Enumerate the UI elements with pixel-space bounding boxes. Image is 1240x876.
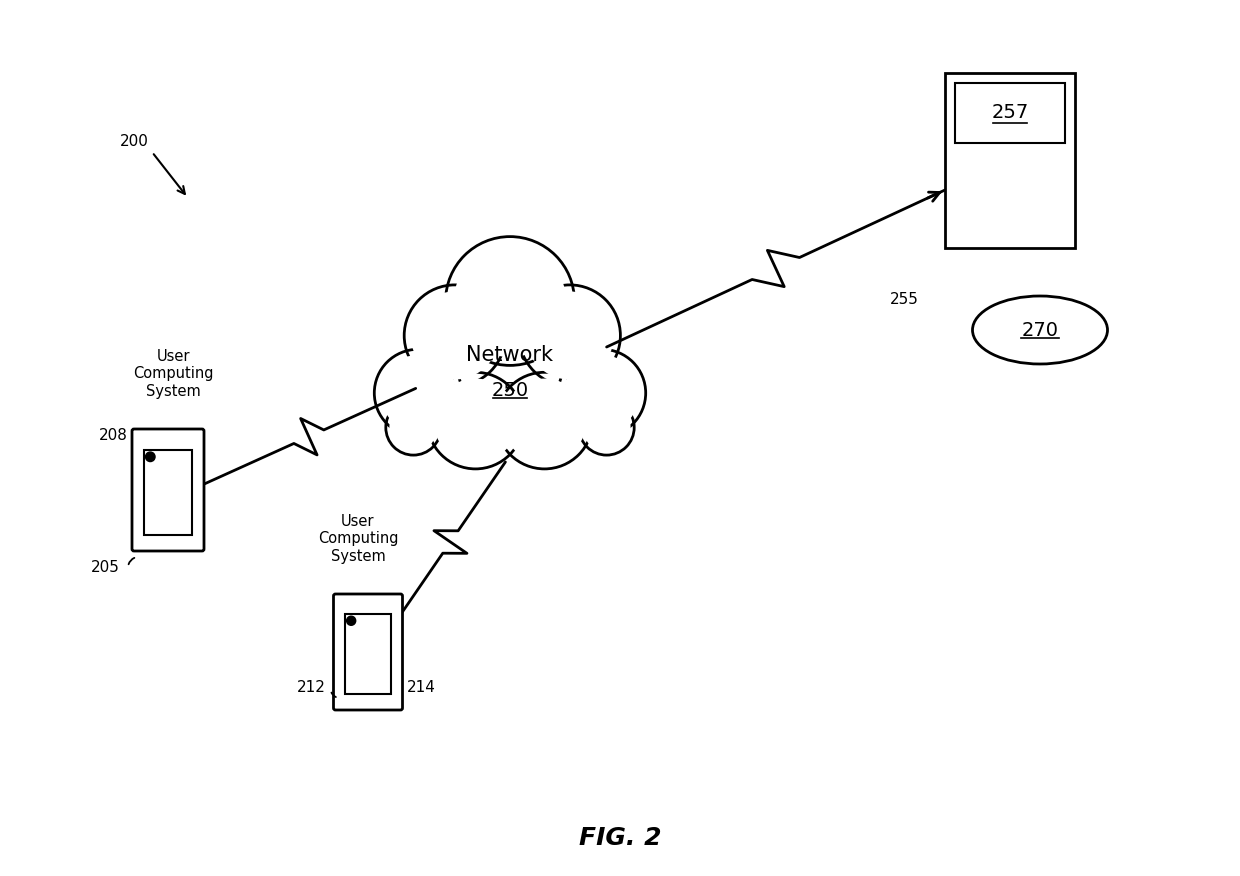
Text: Network: Network [466, 345, 553, 365]
Text: 270: 270 [1022, 321, 1059, 340]
Ellipse shape [972, 296, 1107, 364]
Text: 212: 212 [296, 681, 325, 696]
Bar [945, 73, 1075, 248]
Circle shape [434, 378, 517, 463]
Circle shape [502, 378, 587, 463]
Circle shape [454, 245, 565, 357]
FancyBboxPatch shape [131, 429, 205, 551]
Circle shape [404, 285, 506, 386]
Circle shape [520, 285, 620, 386]
Text: 200: 200 [120, 135, 149, 150]
Bar [345, 614, 392, 695]
Circle shape [445, 237, 574, 365]
Circle shape [410, 292, 498, 379]
FancyBboxPatch shape [334, 594, 403, 710]
Circle shape [386, 400, 441, 456]
Circle shape [526, 292, 614, 379]
Text: User
Computing
System: User Computing System [133, 349, 213, 399]
Circle shape [558, 350, 646, 437]
Bar [144, 450, 192, 534]
Text: 208: 208 [99, 428, 128, 443]
Circle shape [347, 616, 356, 625]
Text: FIG. 2: FIG. 2 [579, 826, 661, 850]
Text: 255: 255 [890, 293, 919, 307]
Text: User
Computing
System: User Computing System [317, 514, 398, 564]
Text: 205: 205 [91, 560, 120, 575]
Bar [955, 82, 1065, 143]
Circle shape [428, 372, 523, 469]
Circle shape [496, 372, 593, 469]
Circle shape [379, 355, 456, 431]
Circle shape [583, 404, 631, 451]
Text: 250: 250 [491, 380, 528, 399]
Circle shape [579, 400, 634, 456]
Text: 214: 214 [407, 681, 435, 696]
Text: 257: 257 [991, 103, 1029, 122]
Circle shape [564, 355, 640, 431]
Circle shape [145, 452, 155, 462]
Circle shape [389, 404, 438, 451]
Circle shape [374, 350, 461, 437]
